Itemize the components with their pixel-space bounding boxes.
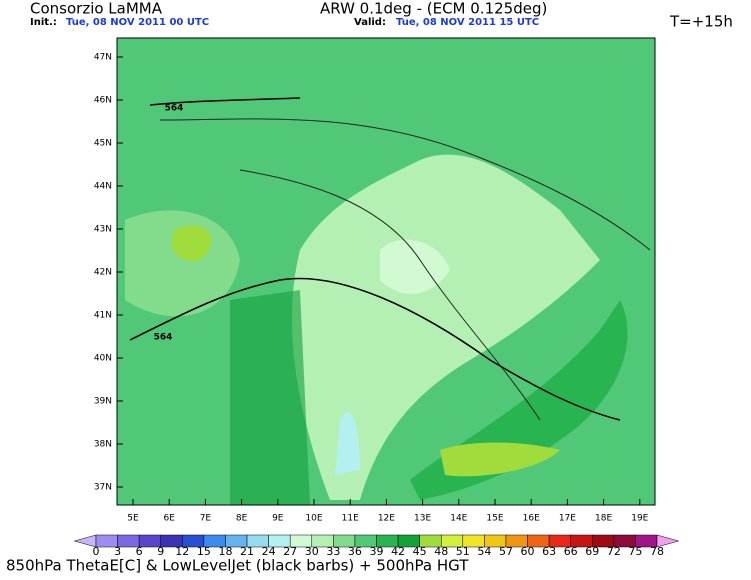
lon-label: 17E [559, 514, 576, 524]
height-contour [149, 97, 301, 106]
lon-label: 12E [378, 514, 395, 524]
lat-label: 46N [94, 96, 112, 106]
colorbar-label: 36 [348, 545, 362, 558]
lon-label: 7E [200, 514, 212, 524]
lat-label: 39N [94, 397, 112, 407]
valid-label: Valid: [354, 17, 386, 28]
colorbar-label: 69 [585, 545, 599, 558]
lon-label: 11E [342, 514, 359, 524]
lon-label: 18E [595, 514, 612, 524]
colorbar-label: 18 [218, 545, 232, 558]
lat-label: 43N [94, 225, 112, 235]
colorbar-label: 3 [114, 545, 121, 558]
colorbar-label: 30 [305, 545, 319, 558]
footer: 850hPa ThetaE[C] & LowLevelJet (black ba… [6, 557, 469, 575]
coastline [239, 169, 541, 421]
lat-label: 45N [94, 139, 112, 149]
colorbar-label: 0 [93, 545, 100, 558]
field-patch [335, 412, 360, 475]
lat-label: 40N [94, 354, 112, 364]
colorbar-label: 51 [456, 545, 470, 558]
map-field: 564 564 [116, 37, 656, 506]
lon-label: 15E [486, 514, 503, 524]
lon-label: 16E [523, 514, 540, 524]
colorbar-label: 33 [326, 545, 340, 558]
colorbar-label: 12 [175, 545, 189, 558]
colorbar-label: 60 [521, 545, 535, 558]
contour-label: 564 [165, 104, 184, 114]
colorbar-label: 54 [477, 545, 491, 558]
lead-time: T=+15h [669, 13, 733, 31]
height-contour [129, 277, 621, 421]
lon-label: 5E [127, 514, 139, 524]
colorbar-label: 57 [499, 545, 513, 558]
colorbar-label: 9 [157, 545, 164, 558]
field-patch [380, 239, 450, 294]
lat-label: 41N [94, 311, 112, 321]
colorbar-arrow [656, 534, 680, 548]
field-patch [291, 154, 600, 500]
colorbar-label: 39 [370, 545, 384, 558]
lon-label: 10E [305, 514, 322, 524]
border [159, 118, 651, 251]
colorbar-label: 48 [434, 545, 448, 558]
lon-label: 13E [414, 514, 431, 524]
lon-label: 19E [631, 514, 648, 524]
lat-label: 44N [94, 182, 112, 192]
field-patch [125, 210, 240, 317]
lon-label: 8E [236, 514, 248, 524]
colorbar-label: 78 [650, 545, 664, 558]
valid-value: Tue, 08 NOV 2011 15 UTC [396, 17, 539, 28]
source: Consorzio LaMMA [30, 0, 163, 18]
lat-label: 38N [94, 440, 112, 450]
axes: 47N 46N 45N 44N 43N 42N 41N 40N 39N 38N 37N 5E 6E 7E 8… [94, 53, 649, 524]
lon-label: 9E [272, 514, 284, 524]
init-value: Tue, 08 NOV 2011 00 UTC [66, 17, 209, 28]
contour-label: 564 [154, 333, 173, 343]
colorbar-label: 45 [413, 545, 427, 558]
colorbar-label: 72 [607, 545, 621, 558]
colorbar-label: 75 [628, 545, 642, 558]
lat-label: 47N [94, 53, 112, 63]
lon-label: 6E [163, 514, 175, 524]
colorbar-label: 66 [564, 545, 578, 558]
lat-label: 42N [94, 268, 112, 278]
colorbar-label: 24 [262, 545, 276, 558]
colorbar-label: 27 [283, 545, 297, 558]
colorbar-label: 42 [391, 545, 405, 558]
lon-label: 14E [450, 514, 467, 524]
colorbar-label: 15 [197, 545, 211, 558]
field-patch [440, 442, 560, 477]
field-patch [171, 225, 212, 261]
model: ARW 0.1deg - (ECM 0.125deg) [320, 0, 547, 18]
init-label: Init.: [30, 17, 57, 28]
colorbar: 0 3 6 9 12 15 18 21 24 27 30 33 36 39 42 45 48 51 54 57 60 63… [73, 534, 680, 558]
field-patch [230, 290, 310, 505]
colorbar-label: 63 [542, 545, 556, 558]
colorbar-label: 21 [240, 545, 254, 558]
lat-label: 37N [94, 483, 112, 493]
colorbar-label: 6 [136, 545, 143, 558]
